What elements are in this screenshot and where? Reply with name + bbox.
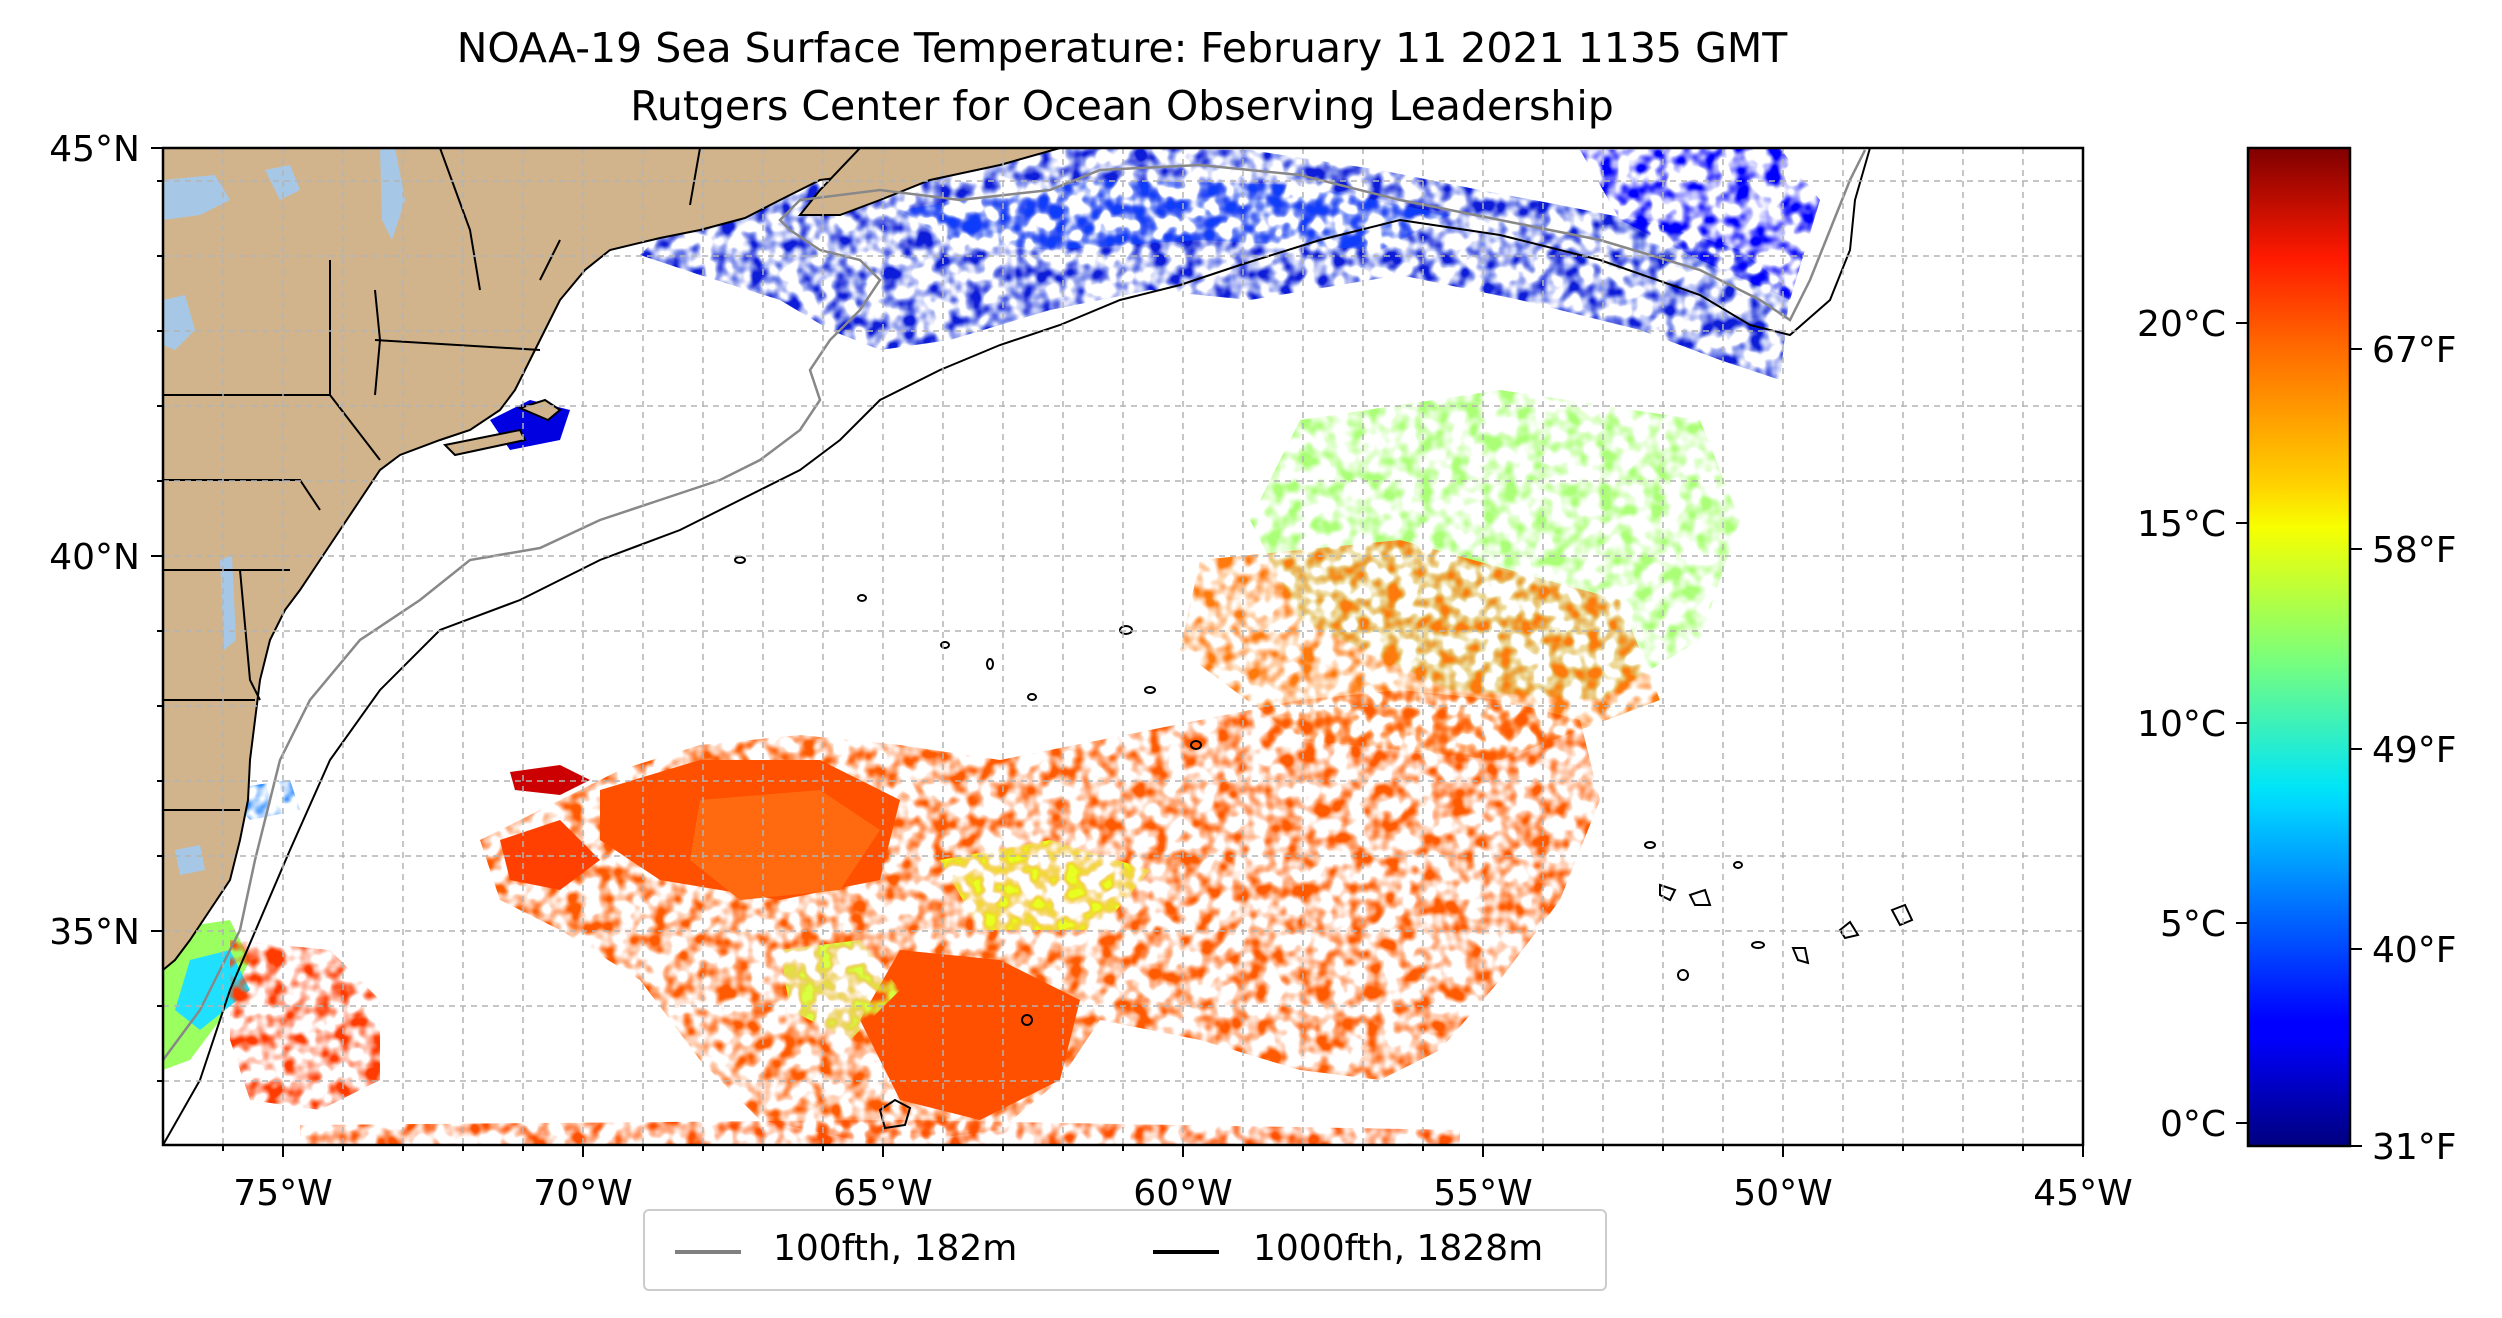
- colorbar-celsius-label: 0°C: [2160, 1104, 2226, 1145]
- colorbar-gradient: [2246, 146, 2352, 1148]
- colorbar: 20°C 15°C 10°C 5°C 0°C 67°F 58°F 49°F 40…: [2137, 146, 2457, 1168]
- lon-tick-label: 65°W: [833, 1173, 932, 1214]
- lon-tick-label: 70°W: [533, 1173, 632, 1214]
- map-subtitle: Rutgers Center for Ocean Observing Leade…: [630, 82, 1614, 130]
- colorbar-fahrenheit-label: 31°F: [2372, 1127, 2457, 1168]
- isobath-1000fth: [163, 148, 1871, 1145]
- legend-label-100fth: 100fth, 182m: [773, 1228, 1018, 1269]
- lon-tick-label: 55°W: [1433, 1173, 1532, 1214]
- lat-tick-label: 40°N: [49, 537, 140, 578]
- lon-tick-label: 60°W: [1133, 1173, 1232, 1214]
- colorbar-celsius-label: 15°C: [2137, 504, 2226, 545]
- legend-swatch-100fth: [675, 1250, 741, 1254]
- legend-swatch-1000fth: [1153, 1250, 1219, 1254]
- colorbar-celsius-label: 20°C: [2137, 304, 2226, 345]
- colorbar-fahrenheit-label: 49°F: [2372, 730, 2457, 771]
- map-layers: [163, 148, 1914, 1145]
- colorbar-fahrenheit-label: 58°F: [2372, 530, 2457, 571]
- lat-tick-label: 35°N: [49, 912, 140, 953]
- bathymetry: [163, 148, 1871, 1145]
- colorbar-fahrenheit-label: 67°F: [2372, 330, 2457, 371]
- lat-labels: 45°N 40°N 35°N: [49, 129, 140, 953]
- lon-tick-label: 50°W: [1733, 1173, 1832, 1214]
- gridlines: [163, 148, 2083, 1145]
- colorbar-celsius-label: 10°C: [2137, 704, 2226, 745]
- lat-tick-label: 45°N: [49, 129, 140, 170]
- legend: 100fth, 182m 1000fth, 1828m: [643, 1209, 1607, 1291]
- sst-data: [163, 148, 1820, 1145]
- colorbar-celsius-label: 5°C: [2160, 904, 2226, 945]
- map-title: NOAA-19 Sea Surface Temperature: Februar…: [456, 24, 1788, 72]
- isobath-100fth: [163, 149, 1867, 1061]
- axis-ticks: [151, 147, 2084, 1157]
- colorbar-fahrenheit-label: 40°F: [2372, 930, 2457, 971]
- lon-tick-label: 75°W: [233, 1173, 332, 1214]
- lon-tick-label: 45°W: [2033, 1173, 2132, 1214]
- legend-label-1000fth: 1000fth, 1828m: [1253, 1228, 1544, 1269]
- lon-labels: 75°W 70°W 65°W 60°W 55°W 50°W 45°W: [233, 1173, 2132, 1214]
